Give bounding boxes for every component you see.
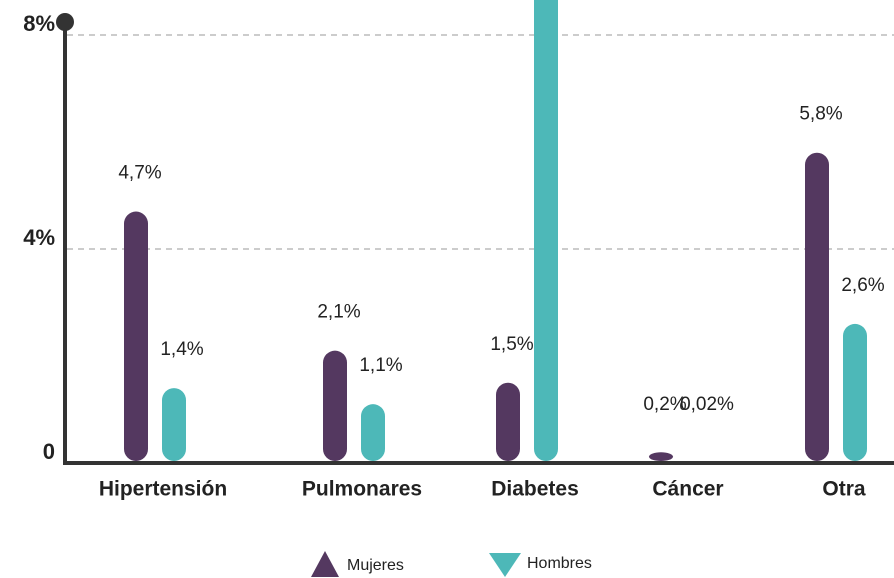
legend-label: Mujeres bbox=[347, 557, 404, 574]
value-label: 1,5% bbox=[490, 334, 533, 355]
value-label: 0,02% bbox=[680, 394, 734, 415]
y-tick-label: 0 bbox=[43, 439, 55, 464]
value-label: 1,1% bbox=[359, 355, 402, 376]
bar bbox=[843, 323, 867, 461]
bar bbox=[649, 452, 673, 461]
bar bbox=[496, 382, 520, 461]
legend-swatch bbox=[489, 553, 521, 577]
x-tick-label: Pulmonares bbox=[302, 478, 422, 501]
x-tick-label: Diabetes bbox=[491, 478, 579, 501]
bar bbox=[805, 152, 829, 461]
bar bbox=[534, 0, 558, 461]
y-tick-label: 8% bbox=[23, 11, 55, 36]
bar bbox=[162, 388, 186, 461]
legend-label: Hombres bbox=[527, 555, 592, 572]
value-label: 4,7% bbox=[118, 163, 161, 184]
legend-swatch bbox=[311, 551, 339, 577]
value-label: 1,4% bbox=[160, 339, 203, 360]
bar bbox=[323, 350, 347, 461]
x-tick-label: Otra bbox=[822, 478, 866, 501]
bar bbox=[361, 404, 385, 461]
value-label: 5,8% bbox=[799, 104, 842, 125]
x-tick-label: Cáncer bbox=[652, 478, 723, 501]
axis-cap bbox=[56, 13, 74, 31]
bar bbox=[124, 211, 148, 461]
y-tick-label: 4% bbox=[23, 225, 55, 250]
value-label: 2,1% bbox=[317, 302, 360, 323]
x-tick-label: Hipertensión bbox=[99, 478, 227, 501]
value-label: 0,2% bbox=[643, 394, 686, 415]
value-label: 2,6% bbox=[841, 275, 884, 296]
